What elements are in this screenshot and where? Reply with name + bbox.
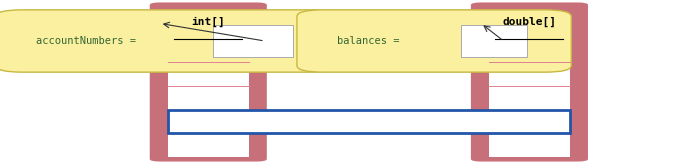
Text: int[]: int[]	[191, 17, 225, 27]
FancyBboxPatch shape	[471, 2, 588, 162]
FancyBboxPatch shape	[460, 25, 527, 57]
FancyBboxPatch shape	[212, 25, 293, 57]
Text: accountNumbers =: accountNumbers =	[36, 36, 136, 46]
Text: balances =: balances =	[337, 36, 399, 46]
FancyBboxPatch shape	[168, 39, 249, 157]
FancyBboxPatch shape	[297, 10, 571, 72]
Bar	[168, 110, 570, 133]
FancyBboxPatch shape	[0, 10, 337, 72]
Text: double[]: double[]	[502, 17, 556, 27]
FancyBboxPatch shape	[489, 39, 570, 157]
FancyBboxPatch shape	[150, 2, 267, 162]
